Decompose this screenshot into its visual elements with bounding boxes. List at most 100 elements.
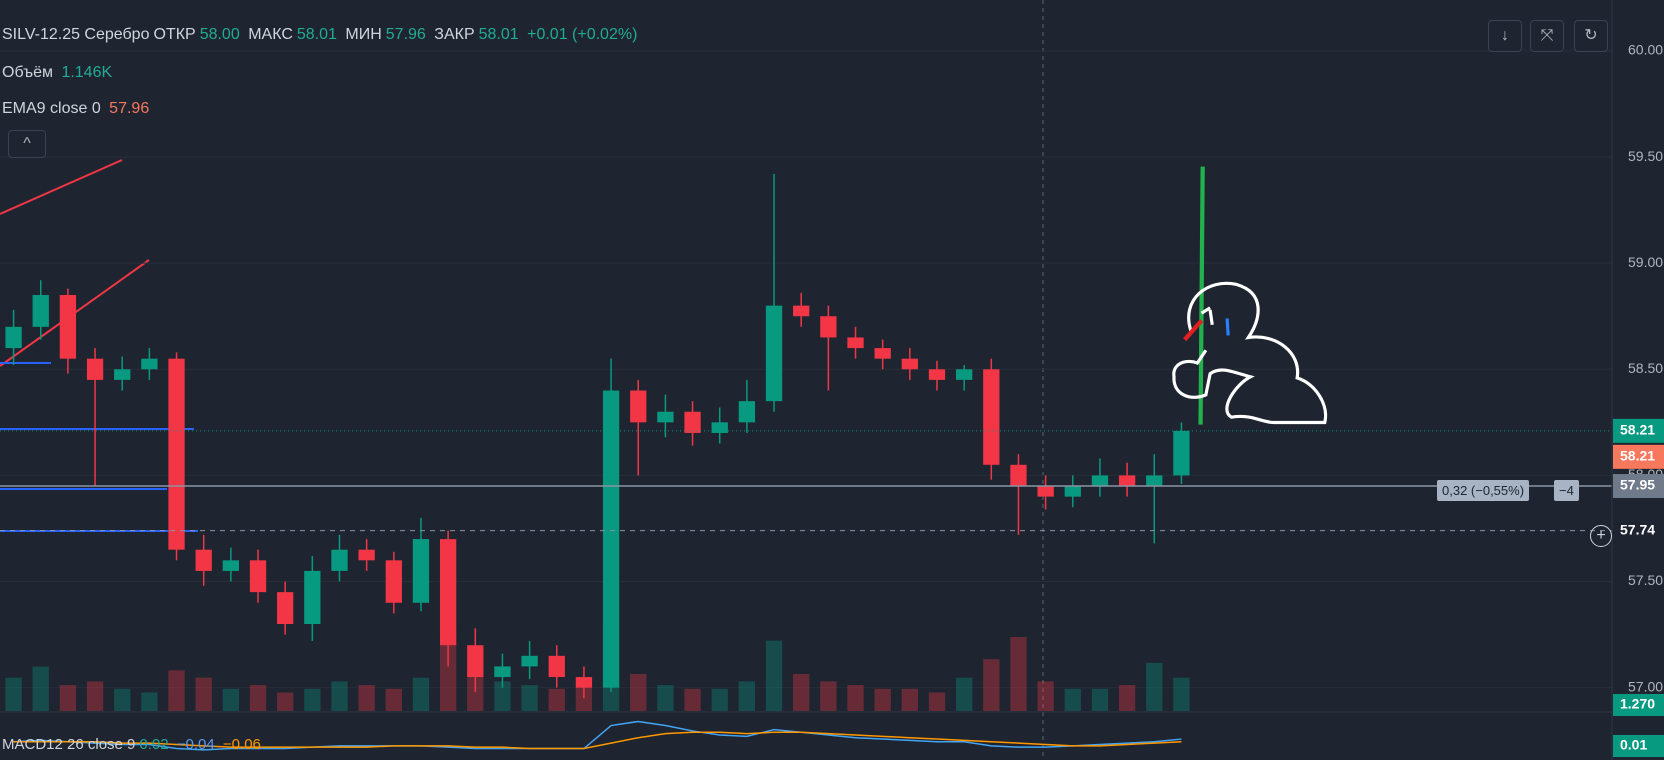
label: МАКС [248,26,293,43]
volume-bar [277,692,294,711]
y-tick-label: 57.50 [1628,572,1663,588]
volume-bar [711,688,728,711]
volume-bar [439,629,457,711]
reset-button[interactable]: ↻ [1574,20,1608,52]
candle-body [575,677,593,688]
volume-bar [765,640,783,711]
candle-body [249,560,267,593]
candle-body [358,549,375,561]
position-pnl[interactable]: 0,32 (−0,55%) [1437,480,1530,501]
volume-bar [657,685,674,711]
candle-body [439,539,457,646]
volume-bar [738,681,756,711]
volume-bar [874,688,891,711]
volume-bar [222,688,239,711]
price-label: 57.95 [1620,477,1655,493]
volume-bar [141,692,158,711]
y-tick-label: 59.00 [1628,254,1663,270]
legend-main: SILV-12.25 Серебро ОТКР 58.00 МАКС 58.01 МИ… [2,26,641,44]
candle-body [114,369,131,380]
y-tick-label: 58.50 [1628,360,1663,376]
volume-bar [1037,681,1054,711]
volume-bar [412,677,430,711]
macd-line [13,720,1182,751]
y-tick-label: 60.00 [1628,42,1663,58]
volume-bar [114,688,131,711]
legend-volume: Объём 1.146K [2,64,116,82]
candle-body [684,411,701,433]
volume-bar [5,677,22,711]
candle-body [222,560,239,571]
doodle-mark [1225,318,1230,336]
volume-bar [820,681,837,711]
candle-body [195,549,212,571]
candle-body [1173,430,1190,476]
volume-bar [494,681,511,711]
volume-bar [956,677,973,711]
drawings [0,0,1044,760]
change: +0.01 (+0.02%) [527,26,638,43]
candle-body [385,560,402,603]
candle-body [467,645,484,678]
price-label: 58.21 [1620,422,1655,438]
volume-bar [385,688,402,711]
volume-label: 1.270 [1620,696,1655,712]
candle-body [956,369,973,380]
macd-line [13,731,1182,750]
candle-body [141,358,158,370]
candle-body [847,337,864,349]
price-label: 57.74 [1620,521,1655,537]
label: Объём [2,64,53,81]
candle-body [5,326,22,349]
candle-body [168,358,185,550]
price-label-bg [1613,418,1664,443]
position-qty[interactable]: −4 [1554,480,1579,501]
candle-body [1118,475,1136,487]
symbol: SILV-12.25 Серебро [2,26,150,43]
candle-body [331,549,348,571]
move-down-button[interactable]: ↓ [1488,20,1522,52]
label: EMA9 close 0 [2,100,101,117]
candle-body [793,305,810,317]
y-tick-label: 57.00 [1628,678,1663,694]
volume-bar [1173,677,1190,711]
collapse-button[interactable]: ^ [8,130,46,158]
candle-body [86,358,104,380]
legend-macd: MACD12 26 close 9 0.02 −0.04 −0.06 [2,736,265,753]
candle-body [602,390,620,688]
candle-body [494,666,511,678]
candle-body [59,295,77,359]
candle-body [928,369,946,380]
value: 57.96 [109,100,150,117]
volume-bar [195,677,212,711]
volume-bar [928,692,946,711]
volume-bar [168,670,185,711]
candle-body [711,422,728,433]
price-label-bg [1613,474,1664,499]
candle-body [1146,475,1163,487]
volume-bar [521,685,538,711]
volume-bar [358,685,375,711]
y-tick-label: 59.50 [1628,148,1663,164]
candle-body [1091,475,1109,487]
candle-body [738,401,756,423]
volume-bar [847,685,864,711]
volume-bar [331,681,348,711]
doodle [1172,166,1328,425]
add-button[interactable]: + [1590,525,1612,547]
candle-body [901,358,918,370]
doodle-line [1198,166,1205,425]
label: ЗАКР [434,26,475,43]
volume-bar [1146,662,1163,711]
candle-body [1010,464,1027,487]
maximize-button[interactable]: ⤧ [1530,20,1564,52]
candle-body [765,305,783,402]
macd-label-bg [1613,735,1664,757]
value: 1.146K [61,64,113,81]
candle-body [820,316,837,338]
volume-bar [684,688,701,711]
volume-bar [793,674,810,711]
price-label-bg [1613,444,1664,469]
value: 58.01 [296,26,337,43]
